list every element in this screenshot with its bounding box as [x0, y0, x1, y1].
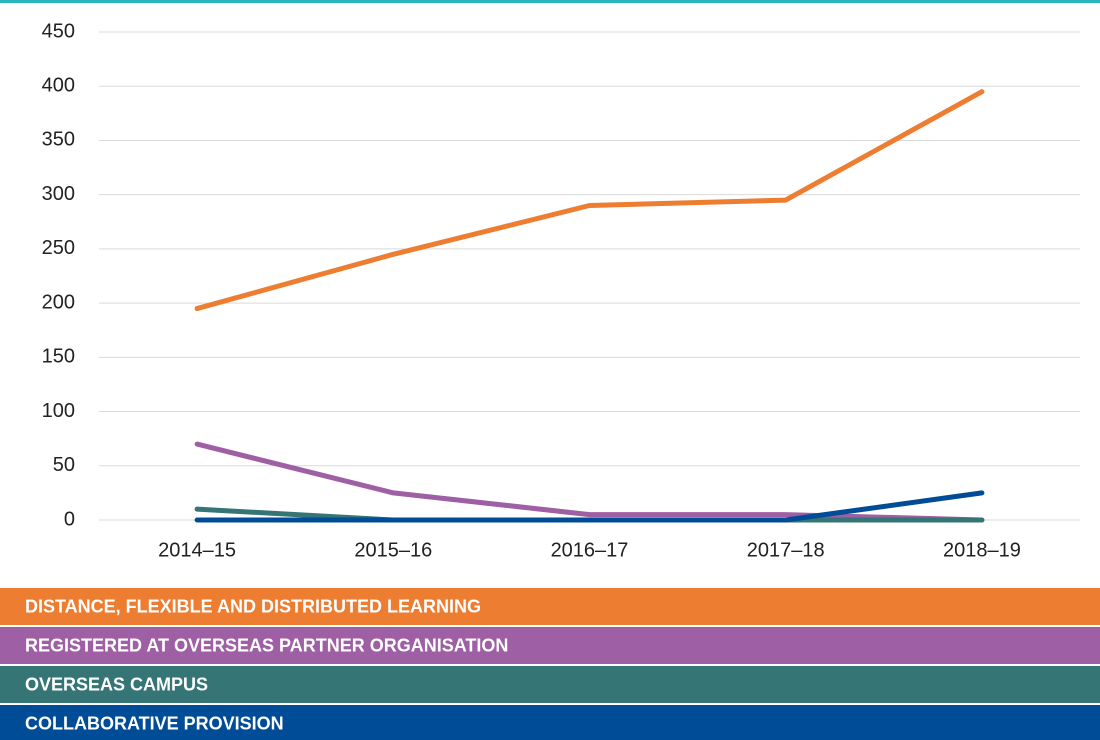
y-tick-label: 350 — [42, 129, 75, 151]
legend-bar — [0, 705, 1100, 740]
legend-label: REGISTERED AT OVERSEAS PARTNER ORGANISAT… — [25, 635, 508, 655]
y-tick-label: 450 — [42, 20, 75, 42]
y-tick-label: 50 — [53, 454, 75, 476]
series-line — [194, 89, 985, 312]
legend-label: DISTANCE, FLEXIBLE AND DISTRIBUTED LEARN… — [25, 596, 481, 616]
legend-bar — [0, 666, 1100, 703]
x-tick-label: 2018–19 — [943, 539, 1021, 561]
top-rule — [0, 0, 1100, 3]
y-tick-label: 250 — [42, 237, 75, 259]
series-line — [194, 490, 985, 523]
legend-label: COLLABORATIVE PROVISION — [25, 713, 284, 733]
legend-bar — [0, 627, 1100, 664]
legend-bar — [0, 588, 1100, 625]
y-tick-label: 100 — [42, 400, 75, 422]
y-tick-label: 150 — [42, 346, 75, 368]
y-tick-label: 300 — [42, 183, 75, 205]
y-tick-label: 400 — [42, 75, 75, 97]
x-tick-label: 2014–15 — [158, 539, 236, 561]
series-line — [194, 441, 985, 523]
legend-label: OVERSEAS CAMPUS — [25, 674, 208, 694]
x-tick-label: 2015–16 — [354, 539, 432, 561]
y-tick-label: 200 — [42, 291, 75, 313]
y-tick-label: 0 — [64, 508, 75, 530]
x-tick-label: 2017–18 — [747, 539, 825, 561]
x-tick-label: 2016–17 — [551, 539, 629, 561]
